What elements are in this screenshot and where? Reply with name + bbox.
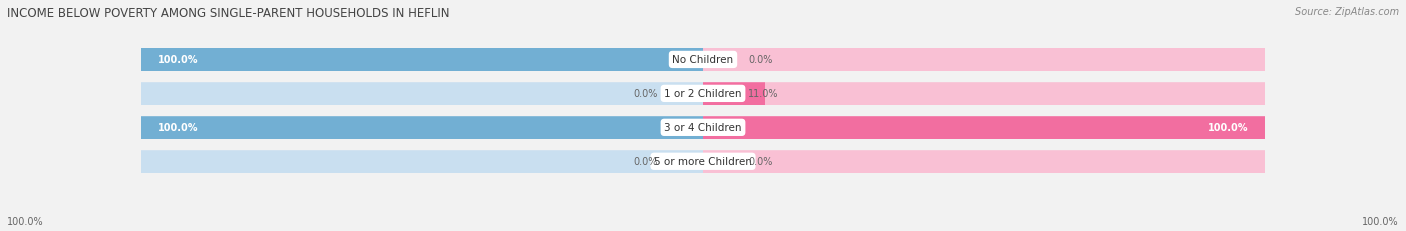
Text: 100.0%: 100.0% [157,123,198,133]
Bar [141,150,703,173]
Bar [703,82,765,106]
Text: 100.0%: 100.0% [1362,216,1399,226]
Text: 11.0%: 11.0% [748,89,779,99]
Bar [703,82,1265,106]
Bar [141,82,703,106]
Bar [703,150,1265,173]
Text: 3 or 4 Children: 3 or 4 Children [664,123,742,133]
Bar [56,140,1350,149]
Bar [141,48,703,72]
Text: 1 or 2 Children: 1 or 2 Children [664,89,742,99]
Bar [141,116,703,140]
Text: 100.0%: 100.0% [7,216,44,226]
Bar [141,48,703,72]
Bar [56,106,1350,115]
Text: INCOME BELOW POVERTY AMONG SINGLE-PARENT HOUSEHOLDS IN HEFLIN: INCOME BELOW POVERTY AMONG SINGLE-PARENT… [7,7,450,20]
Text: 0.0%: 0.0% [634,89,658,99]
Text: 0.0%: 0.0% [748,157,772,167]
Text: 5 or more Children: 5 or more Children [654,157,752,167]
Text: 0.0%: 0.0% [748,55,772,65]
Bar [703,116,1265,140]
Bar [703,116,1265,140]
Bar [141,116,703,140]
Text: 100.0%: 100.0% [157,55,198,65]
Text: Source: ZipAtlas.com: Source: ZipAtlas.com [1295,7,1399,17]
Bar [56,73,1350,82]
Text: 100.0%: 100.0% [1208,123,1249,133]
Text: No Children: No Children [672,55,734,65]
Bar [703,48,1265,72]
Text: 0.0%: 0.0% [634,157,658,167]
